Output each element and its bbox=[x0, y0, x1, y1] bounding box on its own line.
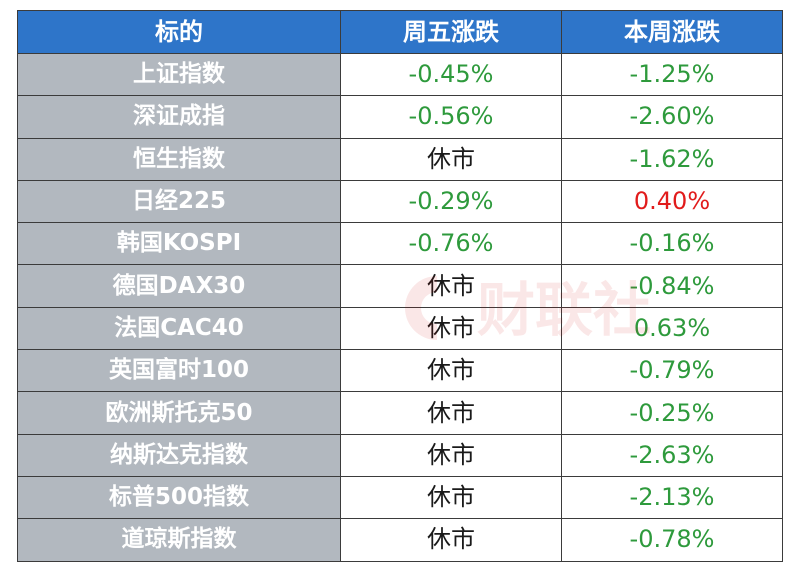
friday-change: -0.56% bbox=[340, 95, 562, 139]
table-row: 深证成指 -0.56% -2.60% bbox=[17, 95, 783, 139]
weekly-change: 0.40% bbox=[561, 179, 783, 224]
asset-name: 深证成指 bbox=[17, 95, 341, 139]
weekly-change: -2.13% bbox=[561, 475, 783, 520]
asset-name: 纳斯达克指数 bbox=[17, 433, 341, 477]
friday-change: 休市 bbox=[340, 137, 562, 181]
friday-change: 休市 bbox=[340, 264, 562, 308]
table-row: 德国DAX30 休市 -0.84% bbox=[17, 264, 783, 308]
friday-change: 休市 bbox=[340, 306, 562, 351]
friday-change: 休市 bbox=[340, 433, 562, 477]
asset-name: 标普500指数 bbox=[17, 475, 341, 520]
table-row: 日经225 -0.29% 0.40% bbox=[17, 179, 783, 224]
asset-name: 日经225 bbox=[17, 179, 341, 224]
asset-name: 恒生指数 bbox=[17, 137, 341, 181]
friday-change: 休市 bbox=[340, 391, 562, 435]
friday-change: 休市 bbox=[340, 349, 562, 393]
weekly-change: -2.60% bbox=[561, 95, 783, 139]
table-row: 英国富时100 休市 -0.79% bbox=[17, 349, 783, 393]
table-body: 上证指数 -0.45% -1.25% 深证成指 -0.56% -2.60% 恒生指数 休市 -1… bbox=[17, 52, 783, 562]
table-header-row: 标的 周五涨跌 本周涨跌 bbox=[17, 10, 783, 54]
asset-name: 上证指数 bbox=[17, 52, 341, 97]
table-row: 法国CAC40 休市 0.63% bbox=[17, 306, 783, 351]
header-weekly-change: 本周涨跌 bbox=[561, 10, 783, 54]
table-row: 标普500指数 休市 -2.13% bbox=[17, 475, 783, 520]
table-row: 纳斯达克指数 休市 -2.63% bbox=[17, 433, 783, 477]
friday-change: -0.76% bbox=[340, 222, 562, 266]
weekly-change: -0.25% bbox=[561, 391, 783, 435]
weekly-change: -0.79% bbox=[561, 349, 783, 393]
weekly-change: 0.63% bbox=[561, 306, 783, 351]
market-table-container: 标的 周五涨跌 本周涨跌 上证指数 -0.45% -1.25% 深证成指 -0.56% -… bbox=[17, 10, 783, 566]
asset-name: 法国CAC40 bbox=[17, 306, 341, 351]
asset-name: 德国DAX30 bbox=[17, 264, 341, 308]
header-asset: 标的 bbox=[17, 10, 341, 54]
weekly-change: -2.63% bbox=[561, 433, 783, 477]
market-performance-table: 标的 周五涨跌 本周涨跌 上证指数 -0.45% -1.25% 深证成指 -0.56% -… bbox=[17, 10, 783, 562]
asset-name: 韩国KOSPI bbox=[17, 222, 341, 266]
friday-change: -0.29% bbox=[340, 179, 562, 224]
asset-name: 英国富时100 bbox=[17, 349, 341, 393]
asset-name: 道琼斯指数 bbox=[17, 518, 341, 562]
weekly-change: -1.25% bbox=[561, 52, 783, 97]
friday-change: -0.45% bbox=[340, 52, 562, 97]
weekly-change: -0.84% bbox=[561, 264, 783, 308]
table-row: 韩国KOSPI -0.76% -0.16% bbox=[17, 222, 783, 266]
asset-name: 欧洲斯托克50 bbox=[17, 391, 341, 435]
table-row: 上证指数 -0.45% -1.25% bbox=[17, 52, 783, 97]
weekly-change: -0.78% bbox=[561, 518, 783, 562]
table-row: 欧洲斯托克50 休市 -0.25% bbox=[17, 391, 783, 435]
weekly-change: -0.16% bbox=[561, 222, 783, 266]
weekly-change: -1.62% bbox=[561, 137, 783, 181]
table-row: 道琼斯指数 休市 -0.78% bbox=[17, 518, 783, 562]
friday-change: 休市 bbox=[340, 518, 562, 562]
friday-change: 休市 bbox=[340, 475, 562, 520]
table-row: 恒生指数 休市 -1.62% bbox=[17, 137, 783, 181]
header-friday-change: 周五涨跌 bbox=[340, 10, 562, 54]
